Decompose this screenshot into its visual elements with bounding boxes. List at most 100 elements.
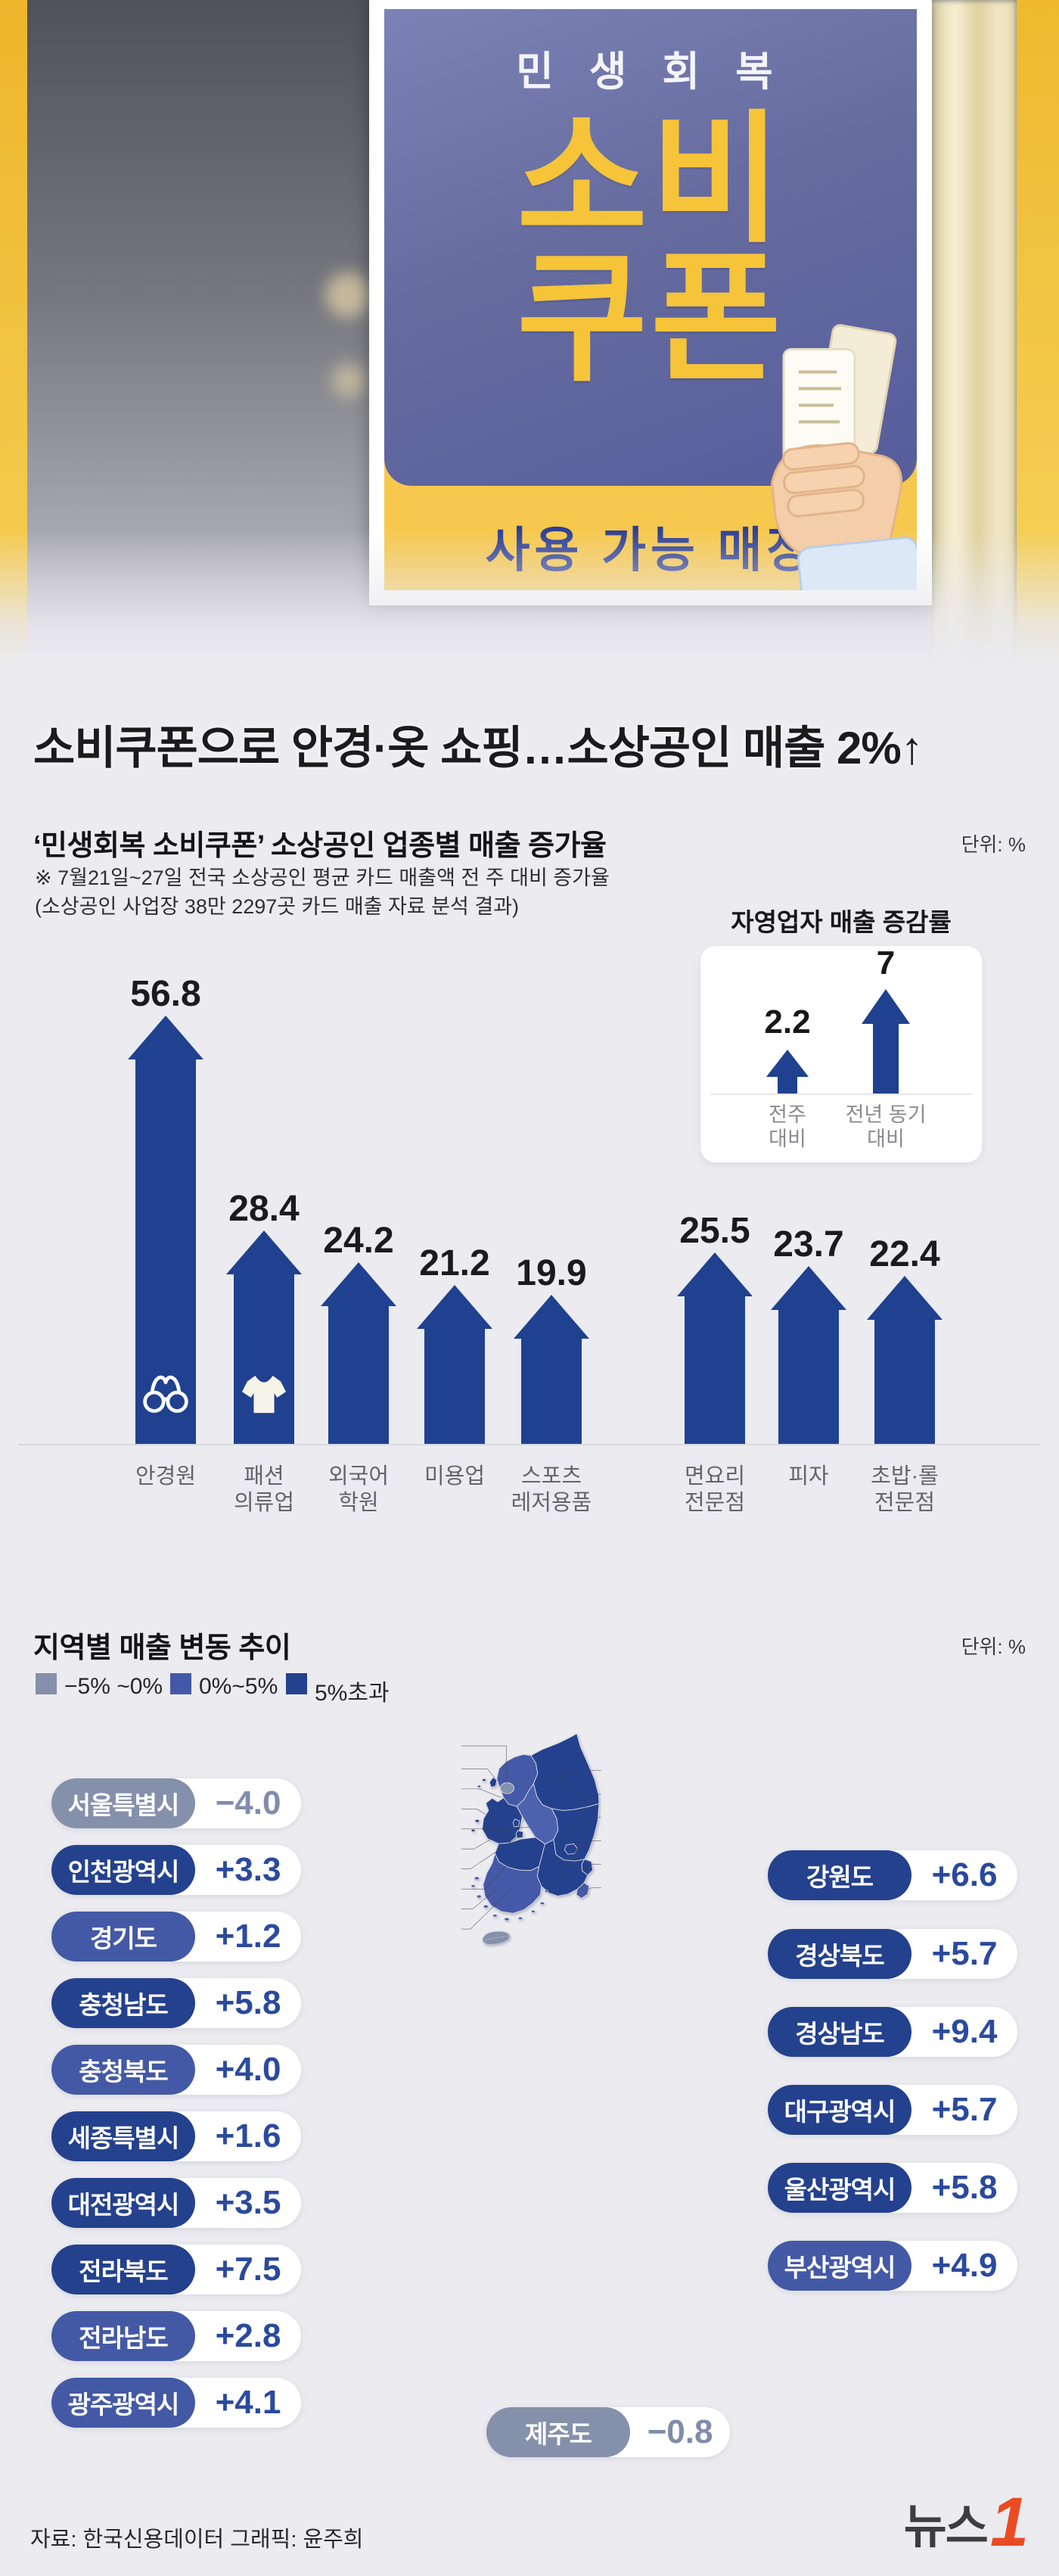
footer-source-credit: 자료: 한국신용데이터 그래픽: 윤주희 <box>30 2528 364 2552</box>
region-value: +5.7 <box>931 2091 998 2128</box>
region-value: +4.1 <box>215 2384 281 2421</box>
region-row-gangwon: 강원도 +6.6 <box>768 1850 1017 1900</box>
region-row-gyeongnam: 경상남도 +9.4 <box>768 2007 1017 2057</box>
map-region-gangwon <box>530 1733 600 1811</box>
bar-value: 28.4 <box>228 1189 300 1229</box>
region-value: +1.2 <box>215 1918 281 1955</box>
selfbox-title: 자영업자 매출 증감률 <box>731 908 952 936</box>
bar-pizza <box>771 1266 846 1445</box>
map-islands-west <box>470 1778 486 1832</box>
news1-logo-text: 뉴스 <box>903 2501 989 2554</box>
legend-label-high: 5%초과 <box>315 1681 390 1706</box>
region-row-incheon: 인천광역시 +3.3 <box>51 1845 301 1895</box>
poster-big-line1: 소비 <box>517 100 784 259</box>
region-row-seoul: 서울특별시 −4.0 <box>51 1778 301 1828</box>
headline: 소비쿠폰으로 안경·옷 쇼핑…소상공인 매출 2%↑ <box>33 723 924 773</box>
glasses-icon <box>140 1369 191 1420</box>
region-value: +4.0 <box>215 2051 281 2088</box>
region-row-ulsan: 울산광역시 +5.8 <box>768 2163 1017 2213</box>
bar-beauty <box>417 1285 492 1445</box>
map-region-busan <box>576 1882 590 1899</box>
bar-label: 패션 의류업 <box>233 1464 295 1515</box>
legend-swatch-low <box>170 1673 191 1694</box>
poster-top-label: 민 생 회 복 <box>516 49 785 95</box>
region-value: +7.5 <box>215 2251 281 2288</box>
selfbox-arrow-yoy <box>862 989 910 1094</box>
region-row-gwangju: 광주광역시 +4.1 <box>51 2378 301 2428</box>
industry-unit-label: 단위: % <box>961 833 1026 856</box>
selfbox-arrow-wow <box>766 1050 809 1094</box>
industry-section-title: ‘민생회복 소비쿠폰’ 소상공인 업종별 매출 증가율 <box>33 830 607 862</box>
selfbox-label-wow: 전주 대비 <box>769 1103 806 1150</box>
bar-label: 피자 <box>788 1464 829 1489</box>
region-value: +5.7 <box>931 1935 998 1972</box>
hand-holding-coupons-icon <box>741 318 917 590</box>
region-row-gyeonggi: 경기도 +1.2 <box>51 1912 301 1962</box>
bar-chart-baseline <box>18 1444 1041 1445</box>
legend-label-low: 0%~5% <box>199 1674 278 1699</box>
region-value: +3.3 <box>215 1851 281 1888</box>
bar-value: 23.7 <box>773 1224 844 1265</box>
region-value: −4.0 <box>215 1784 281 1822</box>
map-region-daejeon <box>515 1830 524 1839</box>
legend-label-negative: −5% ~0% <box>64 1674 163 1699</box>
region-row-jeonbuk: 전라북도 +7.5 <box>51 2245 301 2294</box>
bar-value: 25.5 <box>679 1211 750 1251</box>
selfbox-baseline <box>711 1094 971 1095</box>
selfbox-label-yoy: 전년 동기 대비 <box>845 1103 927 1150</box>
region-row-gyeongbuk: 경상북도 +5.7 <box>768 1929 1017 1979</box>
leader-lines <box>461 1745 601 1930</box>
region-section-title: 지역별 매출 변동 추이 <box>33 1632 291 1664</box>
news1-logo: 뉴스 1 <box>903 2484 1029 2561</box>
storefront-photo: 민 생 회 복 소비 쿠폰 사용 가능 매장 <box>0 0 1059 666</box>
map-region-seoul <box>500 1782 515 1794</box>
region-row-chungbuk: 충청북도 +4.0 <box>51 2045 301 2095</box>
bar-value: 56.8 <box>130 974 201 1014</box>
selfbox <box>700 946 982 1162</box>
region-value: +1.6 <box>215 2117 281 2154</box>
bar-label: 안경원 <box>135 1464 197 1489</box>
bar-noodle <box>677 1252 753 1445</box>
region-value: +5.8 <box>215 1984 281 2021</box>
map-region-chungnam <box>482 1797 523 1844</box>
region-value: +3.5 <box>215 2184 281 2221</box>
region-row-daegu: 대구광역시 +5.7 <box>768 2085 1017 2135</box>
industry-notes: ※ 7월21일~27일 전국 소상공인 평균 카드 매출액 전 주 대비 증가율… <box>35 866 610 918</box>
selfbox-value-yoy: 7 <box>876 944 896 982</box>
region-unit-label: 단위: % <box>961 1635 1026 1658</box>
region-value: +5.8 <box>931 2169 998 2206</box>
tshirt-icon <box>241 1372 287 1420</box>
bar-label: 스포츠 레저용품 <box>511 1464 592 1515</box>
region-row-jeonnam: 전라남도 +2.8 <box>51 2311 301 2361</box>
region-value: +9.4 <box>931 2013 998 2050</box>
region-value: +2.8 <box>215 2317 281 2354</box>
selfbox-value-wow: 2.2 <box>764 1003 811 1041</box>
map-region-ulsan <box>581 1859 594 1876</box>
korea-map <box>461 1733 601 1945</box>
legend-swatch-negative <box>36 1673 57 1694</box>
region-row-daejeon: 대전광역시 +3.5 <box>51 2178 301 2228</box>
region-row-jeju: 제주도 −0.8 <box>486 2407 730 2457</box>
legend-swatch-high <box>286 1673 307 1694</box>
bar-language-school <box>321 1262 396 1445</box>
news1-logo-number: 1 <box>989 2484 1029 2561</box>
bar-label: 미용업 <box>424 1464 486 1489</box>
region-value: −0.8 <box>647 2413 713 2450</box>
bar-label: 초밥·롤 전문점 <box>871 1464 939 1515</box>
region-row-busan: 부산광역시 +4.9 <box>768 2241 1017 2291</box>
photo-light-blob <box>325 272 371 318</box>
photo-light-blob <box>331 363 366 398</box>
bar-sports-leisure <box>514 1295 589 1445</box>
region-row-sejong: 세종특별시 +1.6 <box>51 2111 301 2161</box>
coupon-poster: 민 생 회 복 소비 쿠폰 사용 가능 매장 <box>369 0 932 605</box>
region-row-chungnam: 충청남도 +5.8 <box>51 1978 301 2028</box>
region-value: +4.9 <box>931 2247 998 2284</box>
map-islands <box>470 1876 548 1921</box>
map-region-incheon <box>489 1777 498 1788</box>
map-region-gyeongbuk <box>551 1803 600 1862</box>
bar-fashion <box>226 1230 302 1445</box>
bar-value: 22.4 <box>869 1234 940 1274</box>
bar-label: 면요리 전문점 <box>684 1464 746 1515</box>
map-region-sejong <box>512 1818 520 1828</box>
